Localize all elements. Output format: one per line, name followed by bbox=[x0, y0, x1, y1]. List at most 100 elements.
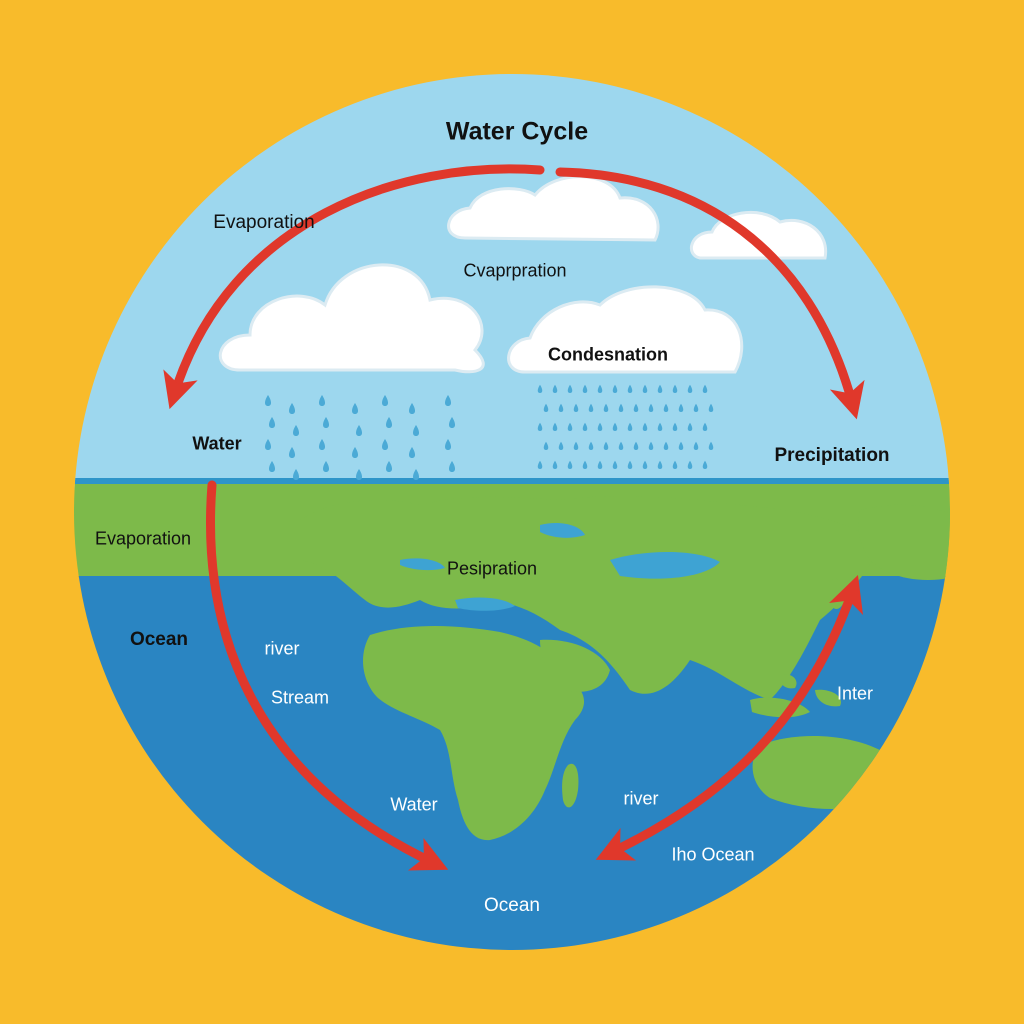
raindrop-icon bbox=[382, 439, 388, 450]
raindrop-icon bbox=[356, 425, 362, 436]
raindrop-icon bbox=[678, 441, 684, 450]
raindrop-icon bbox=[413, 425, 419, 436]
raindrop-icon bbox=[558, 403, 564, 412]
label-precipitation: Precipitation bbox=[774, 445, 890, 466]
raindrop-icon bbox=[386, 417, 392, 428]
raindrop-icon bbox=[552, 460, 558, 469]
raindrop-icon bbox=[687, 384, 693, 393]
raindrop-icon bbox=[567, 460, 573, 469]
raindrop-icon bbox=[672, 422, 678, 431]
raindrop-icon bbox=[597, 422, 603, 431]
raindrop-icon bbox=[352, 447, 358, 458]
label-iho-ocean: Iho Ocean bbox=[671, 844, 755, 865]
raindrop-icon bbox=[657, 422, 663, 431]
arabia-landmass bbox=[540, 639, 610, 692]
raindrop-icon bbox=[449, 461, 455, 472]
raindrop-icon bbox=[618, 403, 624, 412]
raindrop-icon bbox=[265, 395, 271, 406]
raindrop-icon bbox=[588, 403, 594, 412]
raindrop-icon bbox=[627, 460, 633, 469]
raindrop-icon bbox=[633, 441, 639, 450]
raindrop-icon bbox=[409, 403, 415, 414]
raindrop-icon bbox=[597, 460, 603, 469]
raindrop-icon bbox=[627, 384, 633, 393]
raindrop-icon bbox=[537, 384, 543, 393]
raindrop-icon bbox=[269, 461, 275, 472]
raindrop-icon bbox=[612, 422, 618, 431]
label-evaporation-sky: Evaporation bbox=[213, 212, 315, 233]
raindrop-icon bbox=[642, 384, 648, 393]
rain-right bbox=[537, 384, 714, 469]
globe bbox=[74, 74, 950, 950]
raindrop-icon bbox=[319, 395, 325, 406]
raindrop-icon bbox=[558, 441, 564, 450]
raindrop-icon bbox=[289, 447, 295, 458]
raindrop-icon bbox=[708, 441, 714, 450]
raindrop-icon bbox=[449, 417, 455, 428]
raindrop-icon bbox=[537, 460, 543, 469]
raindrop-icon bbox=[702, 384, 708, 393]
raindrop-icon bbox=[627, 422, 633, 431]
raindrop-icon bbox=[356, 469, 362, 480]
raindrop-icon bbox=[409, 447, 415, 458]
raindrop-icon bbox=[597, 384, 603, 393]
inland-water bbox=[400, 523, 720, 611]
label-ocean-left: Ocean bbox=[129, 629, 189, 650]
raindrop-icon bbox=[413, 469, 419, 480]
raindrop-icon bbox=[382, 395, 388, 406]
raindrop-icon bbox=[323, 461, 329, 472]
raindrop-icon bbox=[552, 384, 558, 393]
diagram-title: Water Cycle bbox=[445, 117, 589, 146]
raindrop-icon bbox=[693, 403, 699, 412]
cycle-arrows bbox=[163, 164, 865, 871]
raindrop-icon bbox=[708, 403, 714, 412]
raindrop-icon bbox=[319, 439, 325, 450]
raindrop-icon bbox=[663, 403, 669, 412]
raindrop-icon bbox=[552, 422, 558, 431]
raindrop-icon bbox=[386, 461, 392, 472]
raindrop-icon bbox=[543, 441, 549, 450]
raindrop-icon bbox=[603, 441, 609, 450]
raindrop-icon bbox=[693, 441, 699, 450]
cloud-icon bbox=[218, 263, 485, 374]
raindrop-icon bbox=[543, 403, 549, 412]
label-water-bottom: Water bbox=[390, 794, 438, 815]
label-water-sky: Water bbox=[192, 433, 242, 454]
label-river-right: river bbox=[623, 788, 659, 809]
raindrop-icon bbox=[612, 384, 618, 393]
horizon-line bbox=[74, 478, 950, 484]
raindrop-icon bbox=[663, 441, 669, 450]
raindrop-icon bbox=[642, 460, 648, 469]
raindrop-icon bbox=[672, 460, 678, 469]
label-pesipration: Pesipration bbox=[446, 558, 538, 579]
rain-left bbox=[265, 395, 455, 480]
raindrop-icon bbox=[265, 439, 271, 450]
label-stream: Stream bbox=[270, 687, 330, 708]
raindrop-icon bbox=[582, 384, 588, 393]
raindrop-icon bbox=[657, 384, 663, 393]
raindrop-icon bbox=[269, 417, 275, 428]
label-condensation: Condesnation bbox=[548, 344, 668, 365]
label-evaporation-land: Evaporation bbox=[94, 528, 192, 549]
raindrop-icon bbox=[293, 425, 299, 436]
raindrop-icon bbox=[588, 441, 594, 450]
cycle-arrow-left-down bbox=[206, 480, 449, 871]
madagascar-landmass bbox=[562, 763, 579, 808]
label-river-left: river bbox=[264, 638, 300, 659]
raindrop-icon bbox=[352, 403, 358, 414]
raindrop-icon bbox=[567, 422, 573, 431]
raindrop-icon bbox=[603, 403, 609, 412]
raindrop-icon bbox=[642, 422, 648, 431]
australia-landmass bbox=[752, 735, 889, 810]
cloud-icon bbox=[447, 175, 660, 242]
raindrop-icon bbox=[445, 395, 451, 406]
raindrop-icon bbox=[618, 441, 624, 450]
cycle-arrow-top-right bbox=[555, 167, 865, 420]
raindrop-icon bbox=[702, 422, 708, 431]
cycle-arrow-top-left bbox=[163, 164, 545, 410]
raindrop-icon bbox=[687, 460, 693, 469]
raindrop-icon bbox=[648, 403, 654, 412]
raindrop-icon bbox=[582, 422, 588, 431]
